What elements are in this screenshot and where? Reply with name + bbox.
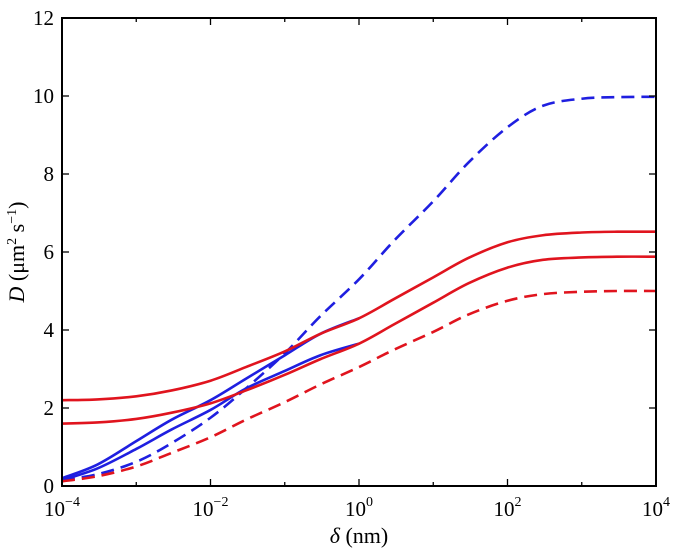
series-3-line (61, 342, 360, 482)
x-tick-label: 102 (494, 495, 522, 521)
y-axis-title: D (μm2 s−1) (4, 202, 29, 304)
series-layer (61, 95, 657, 483)
ticks-layer (61, 17, 657, 487)
series-5-line (61, 255, 657, 425)
y-tick-label: 2 (44, 396, 55, 420)
y-tick-label: 10 (33, 84, 54, 108)
x-axis-title: δ (nm) (330, 523, 389, 548)
y-tick-label: 12 (33, 6, 54, 30)
y-tick-label: 0 (44, 474, 55, 498)
x-tick-label: 104 (642, 495, 670, 521)
y-tick-label: 8 (44, 162, 55, 186)
x-tick-label: 10−4 (44, 495, 80, 521)
x-tick-label: 10−2 (193, 495, 229, 521)
series-6-line (61, 289, 657, 483)
labels-layer: 0 2 4 6 8 10 12 10−4 10−2 100 102 104 (33, 6, 670, 521)
x-tick-label: 100 (345, 495, 373, 521)
y-tick-label: 6 (44, 240, 55, 264)
series-1-line (61, 95, 657, 482)
series-4-line (61, 230, 657, 402)
y-tick-label: 4 (44, 318, 55, 342)
